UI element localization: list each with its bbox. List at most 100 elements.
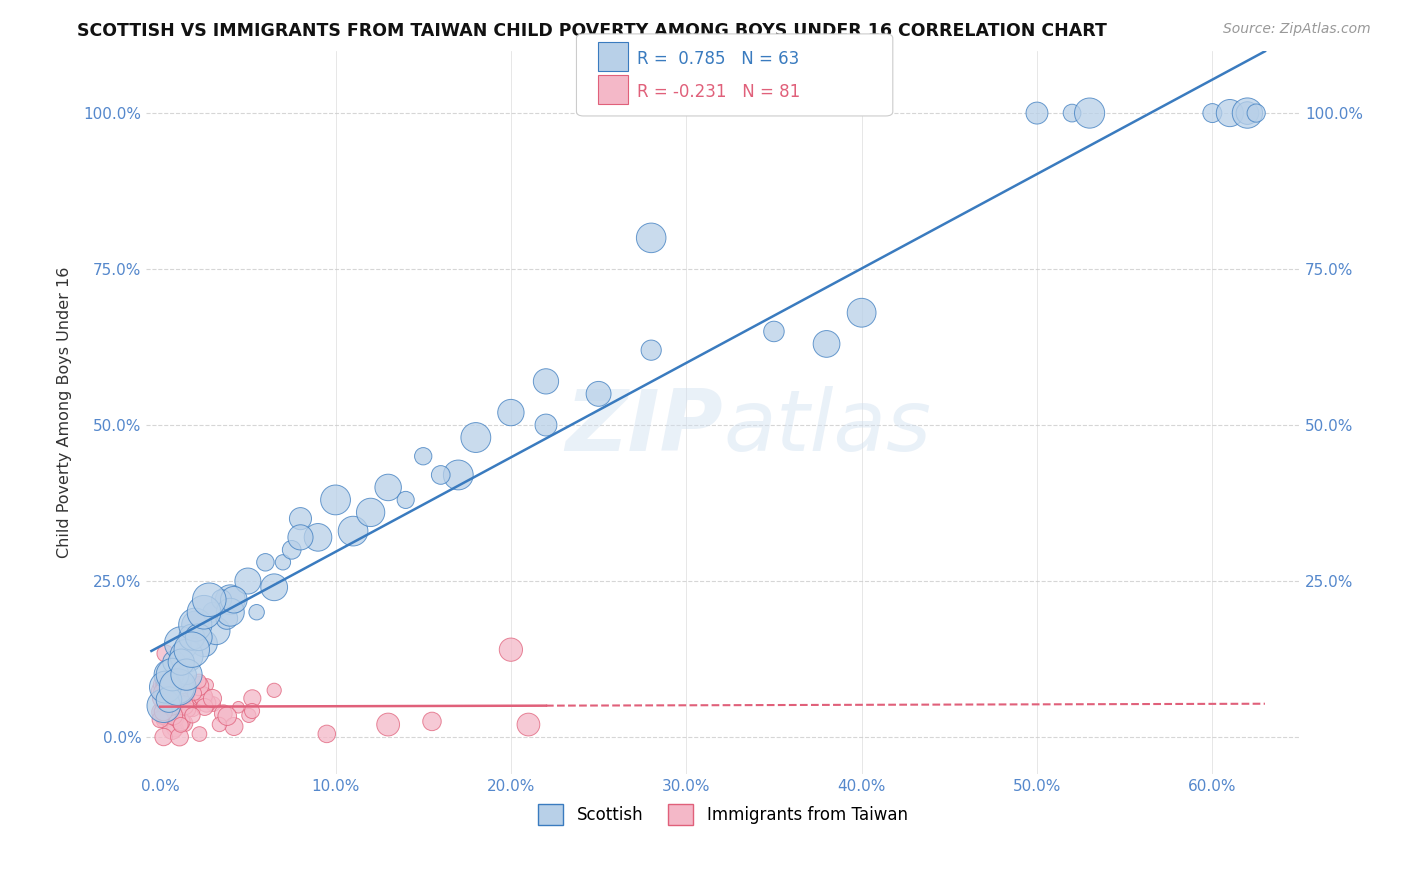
- Point: [150, 705, 173, 719]
- Point: [193, 636, 215, 650]
- Point: [212, 706, 235, 721]
- Point: [1244, 106, 1267, 120]
- Point: [377, 717, 399, 731]
- Point: [201, 605, 224, 619]
- Point: [155, 647, 177, 661]
- Point: [263, 580, 285, 594]
- Point: [159, 706, 181, 720]
- Point: [173, 716, 195, 731]
- Point: [150, 691, 173, 706]
- Point: [155, 694, 177, 708]
- Point: [170, 714, 193, 729]
- Point: [211, 592, 233, 607]
- Point: [290, 530, 312, 544]
- Point: [201, 691, 224, 706]
- Point: [169, 701, 191, 715]
- Point: [170, 636, 193, 650]
- Point: [167, 706, 190, 721]
- Point: [228, 700, 250, 714]
- Point: [159, 703, 181, 717]
- Point: [240, 691, 263, 706]
- Point: [153, 698, 176, 713]
- Point: [188, 674, 211, 689]
- Point: [157, 687, 180, 701]
- Point: [217, 709, 239, 723]
- Point: [325, 492, 347, 507]
- Text: R = -0.231   N = 81: R = -0.231 N = 81: [637, 83, 800, 101]
- Point: [159, 696, 181, 710]
- Point: [183, 686, 205, 700]
- Point: [173, 692, 195, 706]
- Point: [155, 702, 177, 716]
- Point: [152, 709, 174, 723]
- Point: [429, 467, 451, 482]
- Point: [290, 511, 312, 525]
- Point: [205, 624, 228, 638]
- Point: [176, 667, 198, 681]
- Point: [222, 592, 245, 607]
- Point: [160, 723, 183, 737]
- Point: [198, 592, 221, 607]
- Point: [174, 686, 197, 700]
- Point: [517, 717, 540, 731]
- Point: [420, 714, 443, 729]
- Point: [202, 697, 225, 711]
- Point: [160, 699, 183, 714]
- Point: [177, 703, 200, 717]
- Point: [169, 730, 191, 744]
- Point: [150, 685, 173, 699]
- Point: [184, 617, 207, 632]
- Point: [157, 707, 180, 722]
- Point: [152, 705, 174, 719]
- Point: [155, 714, 177, 728]
- Point: [222, 719, 245, 733]
- Point: [152, 730, 174, 744]
- Point: [534, 375, 557, 389]
- Point: [157, 667, 180, 681]
- Point: [193, 690, 215, 705]
- Point: [166, 680, 188, 694]
- Point: [157, 683, 180, 698]
- Point: [191, 689, 214, 703]
- Point: [153, 694, 176, 708]
- Point: [167, 694, 190, 708]
- Point: [162, 708, 184, 723]
- Point: [315, 727, 337, 741]
- Point: [1060, 106, 1083, 120]
- Point: [155, 680, 177, 694]
- Point: [1219, 106, 1241, 120]
- Point: [176, 648, 198, 663]
- Point: [173, 698, 195, 713]
- Point: [157, 692, 180, 706]
- Point: [149, 713, 172, 727]
- Point: [464, 431, 486, 445]
- Point: [307, 530, 329, 544]
- Text: ZIP: ZIP: [565, 385, 723, 468]
- Point: [236, 574, 259, 588]
- Point: [1078, 106, 1101, 120]
- Point: [195, 696, 218, 710]
- Point: [176, 667, 198, 681]
- Point: [162, 667, 184, 681]
- Point: [271, 555, 294, 569]
- Point: [193, 605, 215, 619]
- Point: [173, 696, 195, 710]
- Point: [155, 699, 177, 714]
- Point: [179, 681, 201, 695]
- Y-axis label: Child Poverty Among Boys Under 16: Child Poverty Among Boys Under 16: [58, 267, 72, 558]
- Point: [762, 325, 785, 339]
- Point: [165, 722, 187, 736]
- Point: [166, 680, 188, 694]
- Point: [360, 505, 382, 519]
- Legend: Scottish, Immigrants from Taiwan: Scottish, Immigrants from Taiwan: [531, 797, 914, 831]
- Point: [851, 306, 873, 320]
- Point: [640, 231, 662, 245]
- Point: [160, 699, 183, 714]
- Point: [190, 690, 212, 704]
- Point: [215, 611, 238, 625]
- Point: [181, 708, 204, 723]
- Point: [184, 617, 207, 632]
- Point: [180, 630, 202, 644]
- Point: [240, 704, 263, 718]
- Text: Source: ZipAtlas.com: Source: ZipAtlas.com: [1223, 22, 1371, 37]
